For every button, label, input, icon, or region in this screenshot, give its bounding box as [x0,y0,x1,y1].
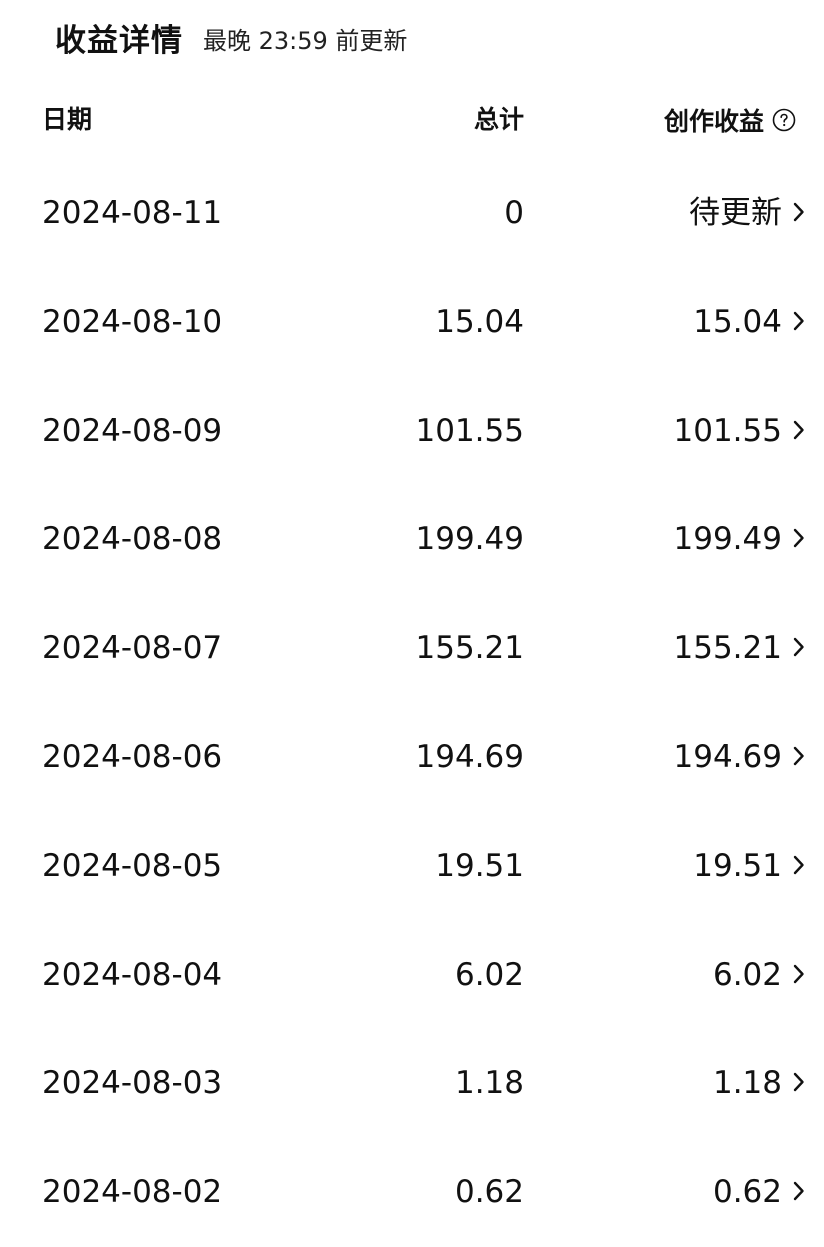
chevron-right-icon[interactable] [792,201,806,223]
row-total: 155.21 [415,630,524,667]
page-title: 收益详情 [55,22,183,59]
row-earnings: 101.55 [673,412,782,449]
row-date: 2024-08-03 [42,1065,223,1102]
row-date: 2024-08-05 [42,847,223,884]
table-row[interactable]: 2024-08-07 155.21 155.21 [0,593,824,702]
row-total: 6.02 [454,956,524,993]
row-date: 2024-08-04 [42,956,223,993]
column-header-earnings-label: 创作收益 [663,107,764,136]
row-earnings: 0.62 [712,1174,782,1211]
table-row[interactable]: 2024-08-04 6.02 6.02 [0,920,824,1029]
table-row[interactable]: 2024-08-11 0 待更新 [0,158,824,267]
chevron-right-icon[interactable] [792,419,806,441]
question-circle-icon[interactable] [772,108,796,132]
row-total: 19.51 [435,847,524,884]
chevron-right-icon[interactable] [792,745,806,767]
chevron-right-icon[interactable] [792,854,806,876]
row-date: 2024-08-11 [42,195,223,231]
row-date: 2024-08-09 [42,412,223,449]
chevron-right-icon[interactable] [792,1180,806,1202]
table-row[interactable]: 2024-08-02 0.62 0.62 [0,1137,824,1246]
update-note: 最晚 23:59 前更新 [203,26,408,55]
row-total: 199.49 [415,521,524,558]
row-earnings: 155.21 [673,630,782,667]
row-earnings: 15.04 [693,303,782,340]
table-header: 日期 总计 创作收益 [0,98,824,142]
table-row[interactable]: 2024-08-05 19.51 19.51 [0,811,824,920]
row-date: 2024-08-02 [42,1174,223,1211]
row-total: 194.69 [415,738,524,775]
table-row[interactable]: 2024-08-03 1.18 1.18 [0,1028,824,1137]
table-row[interactable]: 2024-08-06 194.69 194.69 [0,702,824,811]
column-header-date: 日期 [42,105,93,134]
row-date: 2024-08-06 [42,738,223,775]
row-total: 0 [504,195,524,231]
row-date: 2024-08-08 [42,521,223,558]
column-header-total: 总计 [473,105,524,134]
row-total: 0.62 [454,1174,524,1211]
row-date: 2024-08-10 [42,303,223,340]
row-date: 2024-08-07 [42,630,223,667]
row-total: 1.18 [454,1065,524,1102]
row-earnings: 19.51 [693,847,782,884]
chevron-right-icon[interactable] [792,963,806,985]
row-total: 15.04 [435,303,524,340]
chevron-right-icon[interactable] [792,310,806,332]
row-earnings: 194.69 [673,738,782,775]
chevron-right-icon[interactable] [792,1071,806,1093]
earnings-table: 2024-08-11 0 待更新 2024-08-10 15.04 15.04 2024-0… [0,158,824,1246]
page-header: 收益详情 最晚 23:59 前更新 [55,12,407,62]
row-total: 101.55 [415,412,524,449]
row-earnings: 199.49 [673,521,782,558]
table-row[interactable]: 2024-08-09 101.55 101.55 [0,376,824,485]
table-row[interactable]: 2024-08-10 15.04 15.04 [0,267,824,376]
row-earnings: 1.18 [712,1065,782,1102]
column-header-earnings: 创作收益 [664,98,796,142]
chevron-right-icon[interactable] [792,527,806,549]
chevron-right-icon[interactable] [792,636,806,658]
row-earnings: 6.02 [712,956,782,993]
row-earnings: 待更新 [689,195,782,231]
table-row[interactable]: 2024-08-08 199.49 199.49 [0,484,824,593]
